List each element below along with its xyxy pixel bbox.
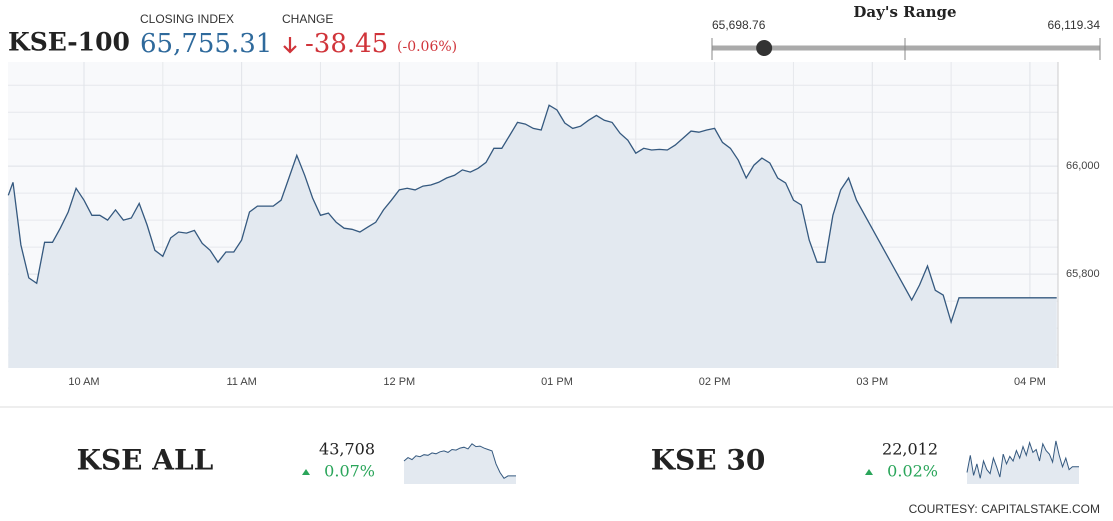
courtesy: COURTESY: CAPITALSTAKE.COM bbox=[909, 502, 1100, 516]
change-value: -38.45 bbox=[305, 29, 388, 59]
price-line bbox=[7, 104, 1057, 325]
x-tick-label: 12 PM bbox=[383, 376, 415, 388]
spark-fill bbox=[404, 443, 516, 484]
x-tick-label: 01 PM bbox=[541, 376, 573, 388]
index-name: KSE ALL bbox=[77, 444, 214, 477]
up-arrow bbox=[865, 469, 873, 475]
x-tick-label: 03 PM bbox=[856, 376, 888, 388]
range-high: 66,119.34 bbox=[1048, 18, 1101, 32]
change-label: CHANGE bbox=[282, 12, 333, 26]
index-change: 0.02% bbox=[887, 462, 938, 481]
range-low: 65,698.76 bbox=[712, 18, 766, 32]
closing-value: 65,755.31 bbox=[140, 29, 272, 59]
index-value: 22,012 bbox=[882, 440, 938, 459]
sparkline bbox=[403, 443, 516, 479]
symbol: KSE-100 bbox=[8, 28, 130, 57]
range-dot bbox=[756, 40, 773, 56]
area-fill bbox=[8, 105, 1057, 368]
y-tick-label: 65,800 bbox=[1066, 268, 1100, 280]
up-arrow bbox=[302, 469, 310, 475]
y-tick-label: 66,000 bbox=[1066, 160, 1100, 172]
change-pct: (-0.06%) bbox=[397, 39, 457, 55]
x-tick-label: 02 PM bbox=[699, 376, 731, 388]
x-tick-label: 04 PM bbox=[1014, 376, 1046, 388]
down-arrow bbox=[283, 37, 297, 54]
x-tick-label: 11 AM bbox=[226, 376, 256, 388]
index-name: KSE 30 bbox=[651, 444, 766, 477]
sparkline bbox=[966, 440, 1079, 479]
range-track bbox=[711, 38, 1101, 60]
index-value: 43,708 bbox=[319, 440, 375, 459]
x-tick-label: 10 AM bbox=[68, 376, 99, 388]
range-label: Day's Range bbox=[853, 3, 956, 21]
index-change: 0.07% bbox=[324, 462, 375, 481]
closing-label: CLOSING INDEX bbox=[140, 12, 234, 26]
spark-fill bbox=[967, 440, 1079, 484]
